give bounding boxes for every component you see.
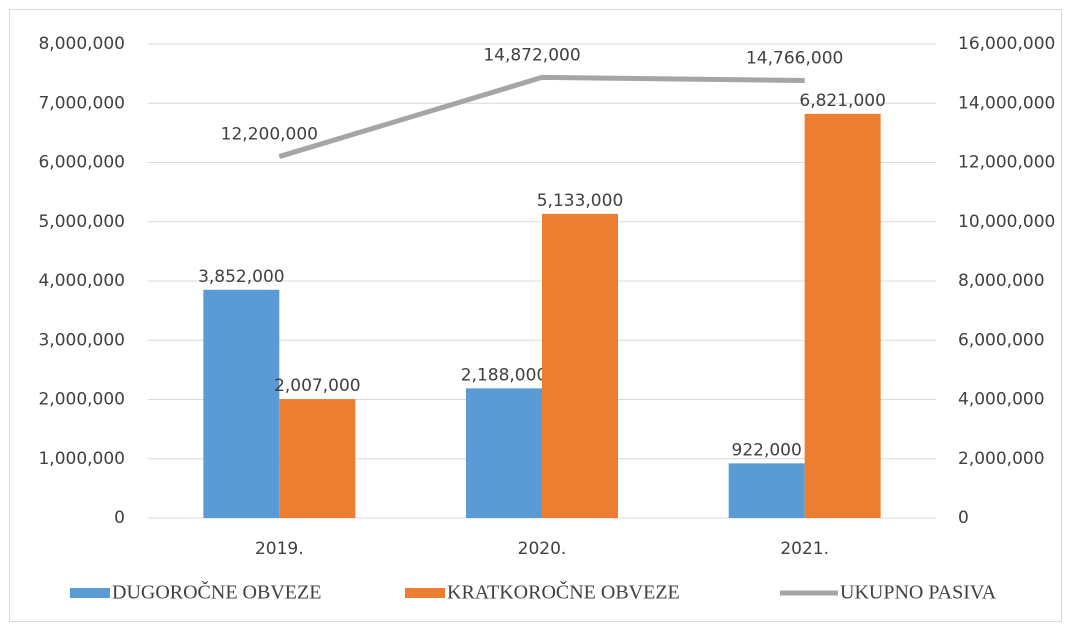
legend-swatch	[405, 588, 445, 598]
data-label: 3,852,000	[198, 267, 285, 287]
y2-tick-label: 12,000,000	[958, 153, 1055, 173]
data-label: 2,188,000	[461, 365, 548, 385]
y-tick-label: 5,000,000	[38, 212, 125, 232]
y2-tick-label: 16,000,000	[958, 34, 1055, 54]
y-tick-label: 4,000,000	[38, 271, 125, 291]
legend-label: KRATKOROČNE OBVEZE	[447, 580, 680, 604]
legend-label: UKUPNO PASIVA	[840, 582, 997, 604]
y2-tick-label: 0	[958, 508, 969, 528]
y-tick-label: 3,000,000	[38, 330, 125, 350]
x-tick-label: 2020.	[518, 539, 567, 559]
data-label: 14,766,000	[746, 49, 843, 69]
data-label: 5,133,000	[537, 191, 624, 211]
y2-tick-label: 2,000,000	[958, 449, 1045, 469]
data-label: 922,000	[732, 440, 802, 460]
y2-tick-label: 14,000,000	[958, 93, 1055, 113]
bar	[203, 289, 280, 518]
y-tick-label: 0	[114, 508, 125, 528]
x-tick-label: 2021.	[780, 539, 829, 559]
y2-tick-label: 4,000,000	[958, 390, 1045, 410]
bar	[804, 113, 881, 519]
chart-frame	[9, 9, 1062, 622]
data-label: 14,872,000	[483, 45, 580, 65]
y2-tick-label: 10,000,000	[958, 212, 1055, 232]
legend-label: DUGOROČNE OBVEZE	[112, 580, 321, 604]
bar	[279, 399, 356, 518]
bar	[728, 463, 805, 518]
data-label: 2,007,000	[274, 376, 361, 396]
bar	[542, 213, 618, 518]
bar	[466, 388, 542, 518]
y-tick-label: 7,000,000	[38, 93, 125, 113]
y-tick-label: 2,000,000	[38, 390, 125, 410]
y2-tick-label: 6,000,000	[958, 330, 1045, 350]
y-tick-label: 6,000,000	[38, 153, 125, 173]
y2-tick-label: 8,000,000	[958, 271, 1045, 291]
data-label: 12,200,000	[221, 125, 318, 145]
data-label: 6,821,000	[799, 91, 886, 111]
legend-swatch	[70, 588, 110, 598]
x-tick-label: 2019.	[255, 539, 304, 559]
y-tick-label: 8,000,000	[38, 34, 125, 54]
line	[278, 74, 805, 159]
y-tick-label: 1,000,000	[38, 449, 125, 469]
